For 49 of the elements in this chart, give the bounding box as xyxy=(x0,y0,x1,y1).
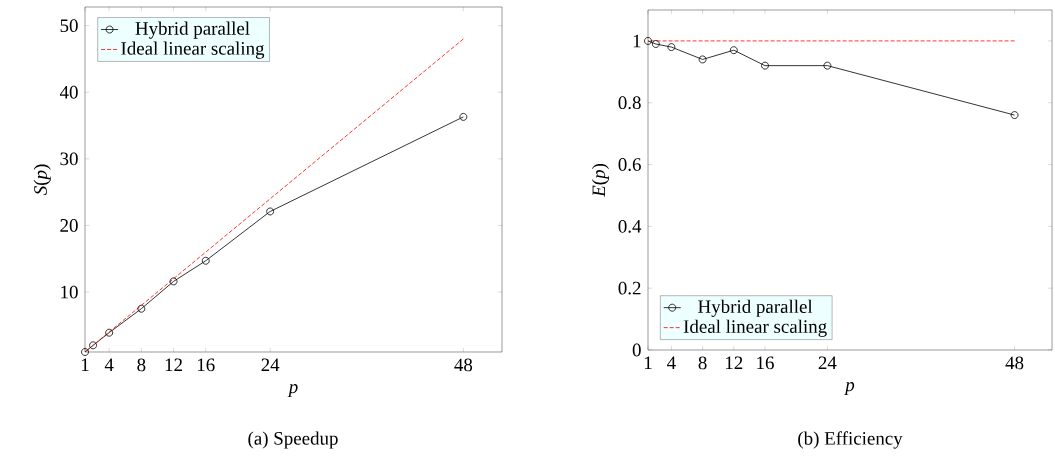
point xyxy=(137,304,146,313)
legend-label: Hybrid parallel xyxy=(698,299,813,317)
legend-label: Hybrid parallel xyxy=(135,21,250,39)
y-tick-label: 0.8 xyxy=(618,96,641,110)
y-tick-label: 0.6 xyxy=(618,158,641,171)
point xyxy=(81,348,89,356)
x-tick-label: 16 xyxy=(197,358,215,372)
point xyxy=(729,46,738,55)
legend-label: Ideal linear scaling xyxy=(683,319,827,337)
x-tick-label: 12 xyxy=(725,356,743,370)
y-tick-label: 1 xyxy=(633,34,641,48)
x-tick-label: 48 xyxy=(454,358,473,372)
y-tick-label: 30 xyxy=(60,152,78,166)
point xyxy=(644,37,652,45)
text: (b) Efficiency xyxy=(798,431,903,449)
point xyxy=(169,277,178,286)
x-tick-label: 24 xyxy=(261,358,280,372)
x-axis-title: p xyxy=(844,382,855,396)
y-tick-label: 0 xyxy=(632,343,641,357)
point xyxy=(266,207,275,216)
point xyxy=(105,328,114,337)
y-tick-label: 0.4 xyxy=(618,219,642,233)
point xyxy=(201,256,210,265)
x-tick-label: 4 xyxy=(104,358,114,371)
point xyxy=(651,40,660,48)
point xyxy=(459,112,468,121)
text: (a) Speedup xyxy=(248,431,338,449)
x-tick-label: 48 xyxy=(1005,356,1024,370)
point xyxy=(89,341,97,350)
y-tick-label: 40 xyxy=(59,85,78,99)
x-tick-label: 16 xyxy=(757,356,774,370)
point xyxy=(667,43,676,51)
x-tick-label: 1 xyxy=(644,356,652,369)
x-tick-label: 1 xyxy=(81,358,89,371)
x-tick-label: 8 xyxy=(698,356,707,370)
x-tick-label: 12 xyxy=(165,358,182,372)
y-tick-label: 10 xyxy=(61,285,78,299)
point xyxy=(823,61,832,70)
y-tick-label: 50 xyxy=(60,19,78,33)
y-tick-label: 0.2 xyxy=(618,281,641,295)
y-tick-label: 20 xyxy=(60,219,78,232)
point xyxy=(698,55,707,64)
x-axis-title: p xyxy=(287,384,298,398)
point xyxy=(761,61,769,70)
x-tick-label: 8 xyxy=(137,358,146,372)
x-tick-label: 4 xyxy=(667,356,676,369)
x-tick-label: 24 xyxy=(818,356,837,370)
point xyxy=(1010,111,1019,119)
legend-label: Ideal linear scaling xyxy=(121,41,265,59)
